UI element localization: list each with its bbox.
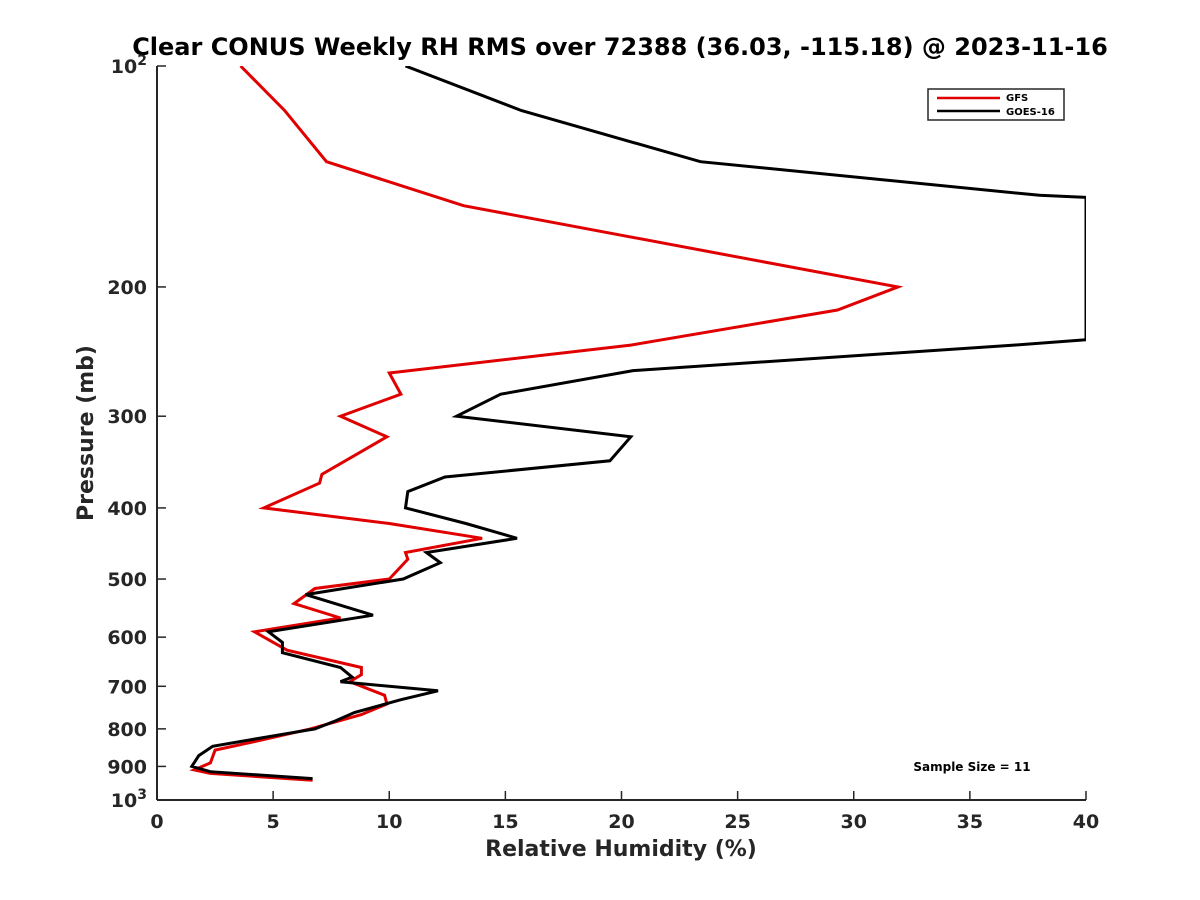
x-tick-label: 35 (957, 811, 983, 833)
legend-box (927, 88, 1065, 121)
legend: GFS GOES-16 (927, 88, 1065, 121)
y-tick-label: 300 (107, 406, 147, 428)
x-ticks: 0 5 10 15 20 25 30 35 40 (150, 791, 1099, 833)
x-axis-label: Relative Humidity (%) (485, 837, 757, 862)
legend-label-goes16: GOES-16 (1006, 107, 1055, 118)
y-tick-label: 700 (107, 676, 147, 698)
y-tick-label: 103 (111, 787, 147, 812)
y-tick-label: 900 (107, 756, 147, 778)
x-tick-label: 40 (1073, 811, 1099, 833)
y-axis-label: Pressure (mb) (74, 345, 99, 521)
series-line-goes-16 (189, 66, 1086, 781)
x-tick-label: 5 (267, 811, 280, 833)
x-tick-label: 15 (492, 811, 518, 833)
x-tick-label: 25 (724, 811, 750, 833)
axes (156, 66, 1086, 801)
y-tick-label: 600 (107, 627, 147, 649)
x-tick-label: 0 (150, 811, 163, 833)
x-tick-label: 10 (376, 811, 402, 833)
x-tick-label: 30 (841, 811, 867, 833)
y-tick-label: 400 (107, 498, 147, 520)
y-ticks: 102 200 300 400 500 600 700 800 900 103 (107, 53, 166, 812)
y-tick-label: 200 (107, 277, 147, 299)
series-layer (189, 66, 1086, 782)
y-tick-label: 800 (107, 719, 147, 741)
chart-title: Clear CONUS Weekly RH RMS over 72388 (36… (132, 33, 1108, 61)
y-tick-label: 500 (107, 569, 147, 591)
x-tick-label: 20 (608, 811, 634, 833)
legend-label-gfs: GFS (1006, 93, 1028, 104)
sample-size-annotation: Sample Size = 11 (913, 760, 1030, 774)
series-line-gfs (189, 66, 904, 782)
y-tick-label: 102 (111, 53, 147, 78)
